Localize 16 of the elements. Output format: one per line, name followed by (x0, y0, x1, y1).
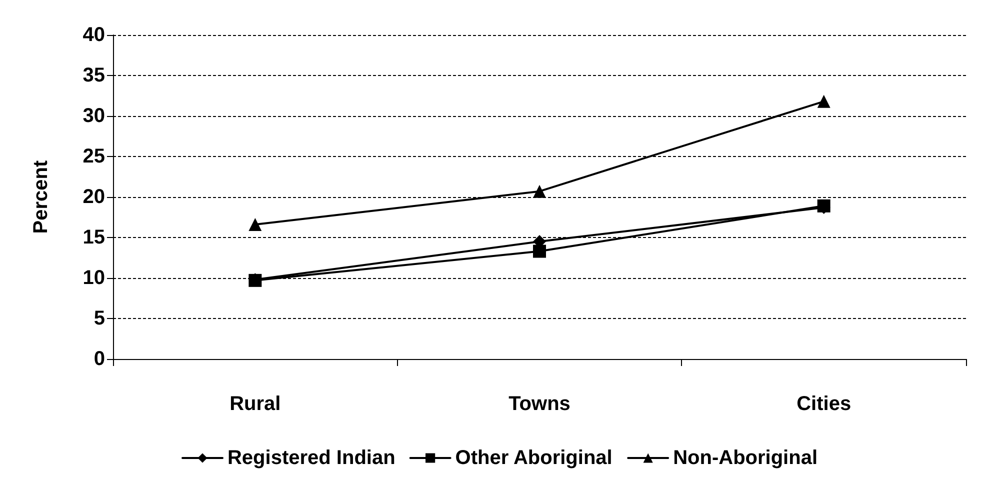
y-tick-label: 30 (82, 105, 105, 127)
y-tick-label: 20 (82, 186, 105, 208)
y-tick-label: 35 (82, 64, 105, 86)
y-tick-label: 10 (82, 267, 105, 289)
y-axis-title: Percent (30, 160, 52, 234)
x-tick-label: Rural (230, 393, 281, 415)
y-tick-label: 40 (82, 24, 105, 46)
legend-label: Non-Aboriginal (673, 447, 818, 469)
x-tick-label: Cities (796, 393, 852, 415)
y-tick-label: 5 (94, 308, 105, 330)
y-tick-label: 25 (82, 146, 105, 168)
y-tick-label: 15 (82, 226, 105, 248)
legend-label: Registered Indian (227, 447, 396, 469)
y-tick-label: 0 (94, 348, 105, 370)
x-tick-label: Towns (508, 393, 570, 415)
legend-label: Other Aboriginal (455, 447, 612, 469)
